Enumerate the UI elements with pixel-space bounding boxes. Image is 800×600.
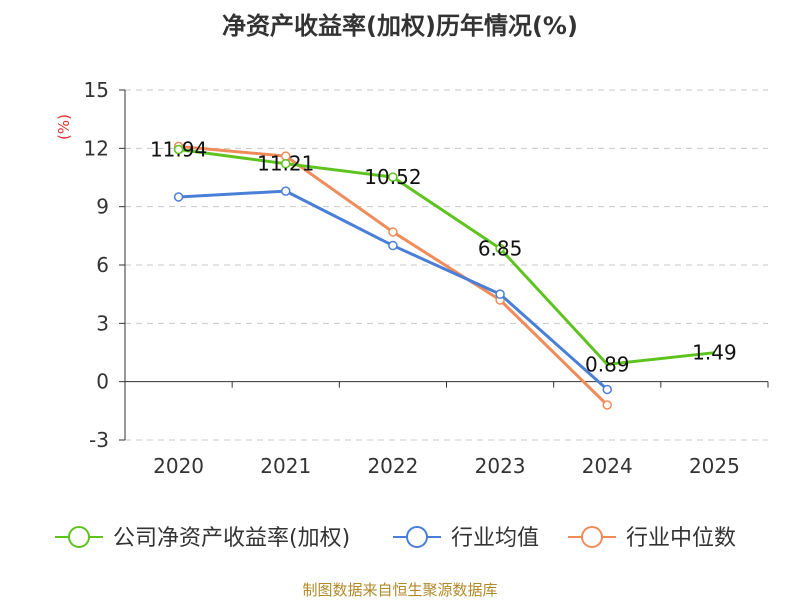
legend-swatch-marker [581, 526, 603, 548]
data-point [388, 240, 398, 251]
data-point [495, 243, 505, 254]
x-tick-label: 2021 [260, 454, 311, 478]
series-lines [173, 141, 715, 410]
y-tick-label: 12 [84, 136, 109, 160]
y-axis-unit: (%) [55, 114, 73, 140]
legend: 公司净资产收益率(加权) 行业均值 行业中位数 [55, 526, 736, 551]
legend-label: 行业均值 [451, 526, 539, 551]
data-point [602, 400, 612, 410]
source-note: 制图数据来自恒生聚源数据库 [302, 581, 497, 599]
y-tick-label: 15 [84, 78, 109, 102]
data-label: 10.52 [364, 165, 421, 189]
y-tick-label: 9 [96, 195, 109, 219]
data-label: 6.85 [478, 236, 523, 260]
data-point [388, 227, 398, 237]
chart-title: 净资产收益率(加权)历年情况(%) [222, 12, 578, 40]
axes [119, 89, 769, 441]
data-point [173, 192, 184, 202]
data-point [495, 289, 505, 299]
x-tick-labels: 2020 2021 2022 2023 2024 2025 [153, 454, 740, 478]
data-label: 11.21 [257, 152, 314, 176]
data-label: 0.89 [585, 352, 630, 376]
x-tick-label: 2022 [367, 454, 418, 478]
x-tick-label: 2024 [582, 454, 633, 478]
series-line-0 [178, 148, 715, 366]
data-point [388, 172, 398, 182]
y-tick-label: 3 [96, 311, 109, 335]
legend-label: 公司净资产收益率(加权) [113, 526, 350, 551]
legend-swatch-marker [406, 526, 428, 548]
data-point [281, 186, 291, 196]
x-tick-label: 2025 [689, 454, 740, 478]
legend-swatch-marker [68, 526, 90, 548]
data-label: 11.94 [150, 138, 207, 162]
x-tick-label: 2020 [153, 454, 204, 478]
data-labels: 11.94 11.21 10.52 6.85 0.89 1.49 [150, 138, 737, 377]
legend-label: 行业中位数 [626, 526, 736, 551]
y-tick-labels: 15 12 9 6 3 0 -3 [84, 78, 109, 452]
data-point [173, 144, 184, 155]
y-tick-label: 0 [96, 370, 109, 394]
y-tick-label: -3 [89, 428, 109, 452]
data-point [602, 384, 612, 395]
y-tick-label: 6 [96, 253, 109, 277]
x-tick-label: 2023 [475, 454, 526, 478]
data-label: 1.49 [692, 341, 737, 365]
data-point [281, 158, 291, 169]
series-line-1 [178, 189, 609, 391]
